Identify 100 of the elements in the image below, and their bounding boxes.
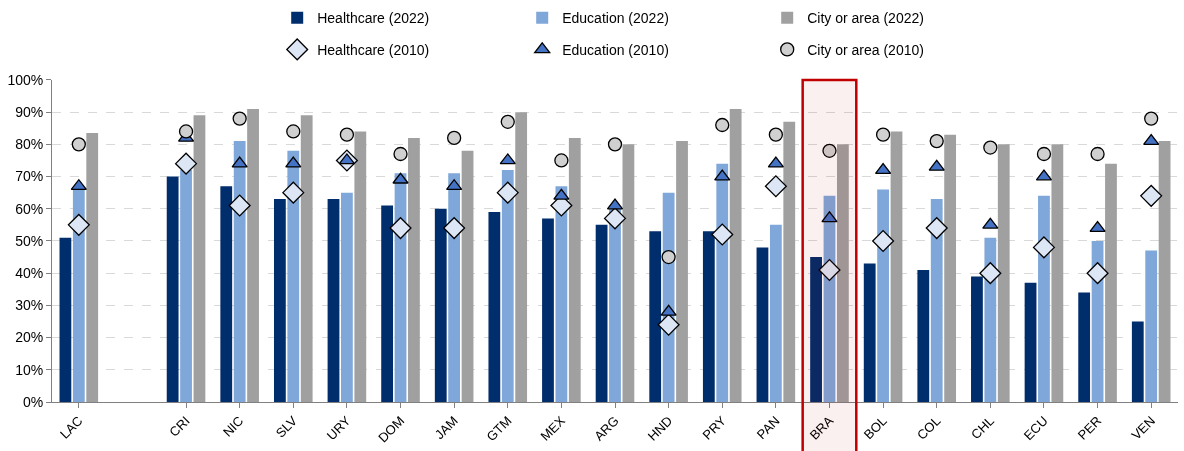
point [282, 181, 305, 204]
bar [247, 108, 259, 402]
bar [971, 276, 983, 402]
bar [220, 186, 233, 402]
point [982, 217, 999, 229]
bar [810, 257, 822, 402]
point [71, 137, 86, 152]
legend-label: Education (2022) [562, 10, 669, 27]
y-tick-label: 80% [15, 136, 44, 153]
bar [1051, 144, 1064, 402]
point [228, 194, 251, 217]
point [553, 188, 570, 200]
y-tick-label: 100% [7, 71, 44, 88]
point [711, 223, 734, 246]
point [393, 146, 408, 162]
bar [890, 131, 903, 402]
point [925, 217, 948, 240]
y-tick-label: 20% [15, 329, 44, 346]
bar [756, 247, 769, 402]
point [443, 217, 466, 240]
point [339, 127, 355, 142]
bar [354, 131, 367, 402]
point [660, 304, 677, 316]
point [661, 249, 676, 265]
point [554, 153, 569, 168]
y-tick-label: 0% [22, 393, 44, 410]
legend-label: Healthcare (2010) [317, 41, 430, 58]
bar [59, 237, 72, 402]
x-tick-label: SLV [272, 412, 301, 441]
point [768, 127, 784, 142]
y-tick-label: 30% [15, 297, 44, 314]
y-tick-label: 50% [15, 232, 44, 249]
point [496, 181, 519, 204]
x-tick-label: LAC [57, 413, 86, 442]
bar [434, 208, 447, 402]
x-tick-label: CRI [166, 413, 193, 440]
point [714, 169, 731, 181]
bar [461, 150, 474, 402]
point [70, 179, 87, 191]
bar [166, 176, 179, 402]
bar [542, 218, 554, 402]
legend-label: Education (2010) [562, 41, 669, 58]
point [1086, 262, 1109, 285]
point [603, 207, 627, 230]
bar [327, 199, 340, 402]
point [232, 111, 247, 126]
bar [568, 137, 581, 402]
bar [676, 141, 688, 402]
bar [273, 199, 286, 402]
point [447, 130, 462, 146]
bar [488, 211, 501, 402]
point [1144, 111, 1159, 126]
bar [1078, 292, 1091, 402]
bar [180, 170, 192, 402]
point [500, 114, 515, 129]
point [1036, 146, 1052, 162]
bar [1145, 250, 1158, 402]
point [1032, 236, 1055, 259]
y-tick-label: 40% [15, 265, 44, 282]
point [286, 124, 301, 139]
point [231, 156, 248, 168]
bar [1024, 282, 1037, 402]
bar [769, 224, 782, 402]
point [764, 175, 787, 198]
point [979, 262, 1002, 285]
y-tick-label: 60% [15, 200, 44, 217]
point [822, 143, 837, 158]
x-tick-label: NIC [219, 413, 247, 440]
point [285, 156, 302, 168]
bar [930, 199, 943, 402]
point [67, 213, 90, 236]
bar [233, 141, 246, 402]
bar [863, 263, 876, 402]
y-tick-label: 90% [15, 104, 44, 121]
legend-label: City or area (2022) [807, 10, 924, 27]
point [715, 117, 730, 133]
x-tick-label: BOL [860, 413, 890, 443]
y-tick-label: 10% [15, 361, 44, 378]
bar [501, 170, 514, 402]
bar [300, 115, 313, 402]
point [178, 124, 194, 139]
legend-label: City or area (2010) [807, 41, 924, 58]
bar [86, 133, 99, 402]
bar [877, 189, 889, 402]
point [607, 137, 623, 152]
y-tick-label: 70% [15, 168, 44, 185]
point [983, 140, 998, 155]
bar [72, 189, 85, 402]
bar [1038, 195, 1050, 402]
point [1143, 133, 1160, 146]
point [657, 313, 680, 336]
point [392, 172, 409, 184]
point [929, 133, 944, 149]
bar [515, 112, 528, 402]
point [499, 153, 516, 165]
legend-label: Healthcare (2022) [317, 10, 430, 27]
x-tick-label: VEN [1128, 413, 1158, 443]
bar [1158, 141, 1171, 402]
x-tick-label: CHL [968, 413, 998, 443]
point [1090, 146, 1105, 162]
